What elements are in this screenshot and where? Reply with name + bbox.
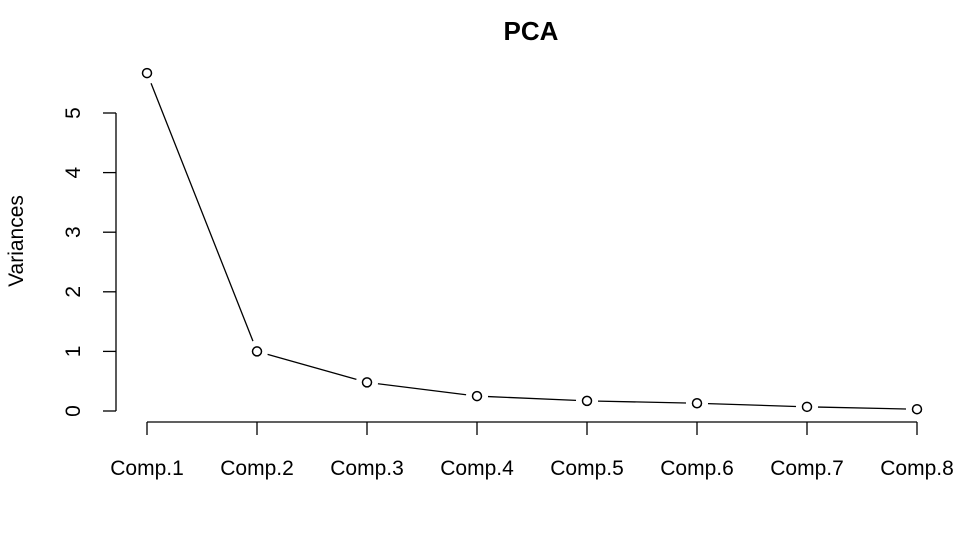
series-line-segment: [707, 402, 797, 408]
y-tick-label: 0: [62, 405, 85, 417]
series-line-segment: [487, 395, 577, 402]
y-tick-label: 1: [62, 346, 85, 358]
data-point: [691, 398, 703, 409]
x-tick-label: Comp.3: [330, 457, 404, 480]
data-point: [141, 67, 153, 79]
data-point: [471, 390, 483, 402]
data-point: [801, 401, 813, 413]
y-tick-label: 4: [62, 166, 85, 178]
data-point: [361, 377, 373, 388]
data-point: [581, 395, 593, 407]
series-line-segment: [597, 400, 687, 404]
y-tick-label: 5: [62, 107, 85, 119]
x-tick-label: Comp.8: [880, 457, 954, 480]
y-axis: 0 1 2 3 4 5: [62, 107, 117, 417]
x-axis: Comp.1 Comp.2 Comp.3 Comp.4 Comp.5 Comp.6 Comp…: [110, 421, 954, 480]
y-tick-label: 3: [62, 226, 85, 238]
variance-series: [141, 67, 923, 415]
x-tick-label: Comp.6: [660, 457, 734, 480]
series-line-segment: [267, 353, 357, 381]
x-tick-label: Comp.1: [110, 457, 184, 480]
y-tick-label: 2: [62, 286, 85, 298]
series-line-segment: [817, 406, 907, 410]
series-line-segment: [150, 83, 254, 342]
data-point: [911, 403, 923, 415]
data-point: [251, 346, 263, 357]
y-axis-label: Variances: [5, 195, 28, 287]
x-tick-label: Comp.5: [550, 457, 624, 480]
x-tick-label: Comp.2: [220, 457, 294, 480]
chart-title: PCA: [504, 16, 559, 46]
x-tick-label: Comp.4: [440, 457, 514, 480]
series-line-segment: [377, 383, 467, 396]
x-tick-label: Comp.7: [770, 457, 844, 480]
